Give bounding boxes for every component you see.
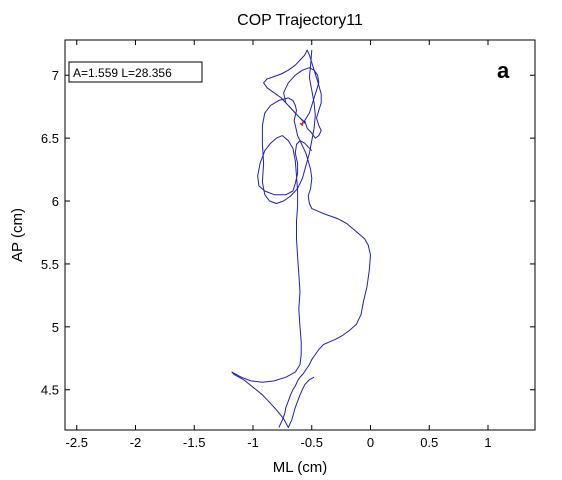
trajectory-traces: [231, 49, 371, 428]
plot-frame: [64, 39, 536, 431]
trajectory-series-2: [231, 135, 315, 428]
x-tick-label: -2.5: [66, 435, 88, 450]
trajectory-series-1: [261, 50, 371, 428]
annotation-text: A=1.559 L=28.356: [73, 66, 172, 80]
x-axis-ticks: -2.5 -2 -1.5 -1 -0.5 0 0.5 1: [66, 40, 492, 450]
x-tick-label: -0.5: [301, 435, 323, 450]
y-tick-label: 4.5: [41, 383, 59, 398]
trajectory-series-4: [299, 121, 304, 126]
y-axis-ticks: 4.5 5 5.5 6 6.5 7: [41, 68, 535, 398]
x-tick-label: -2: [130, 435, 142, 450]
x-tick-label: 0: [367, 435, 374, 450]
panel-label: a: [497, 58, 510, 83]
x-axis-title: ML (cm): [273, 459, 327, 476]
y-tick-label: 5.5: [41, 257, 59, 272]
chart-title: COP Trajectory11: [237, 12, 363, 29]
y-axis-title: AP (cm): [9, 208, 26, 262]
trajectory-series-3: [263, 49, 322, 139]
y-tick-label: 5: [52, 320, 59, 335]
x-tick-label: 1: [484, 435, 491, 450]
y-tick-label: 6: [52, 194, 59, 209]
x-tick-label: -1.5: [183, 435, 205, 450]
x-tick-label: -1: [247, 435, 259, 450]
annotation-box: [68, 61, 203, 83]
y-tick-label: 7: [52, 68, 59, 83]
x-tick-label: 0.5: [420, 435, 438, 450]
y-tick-label: 6.5: [41, 131, 59, 146]
